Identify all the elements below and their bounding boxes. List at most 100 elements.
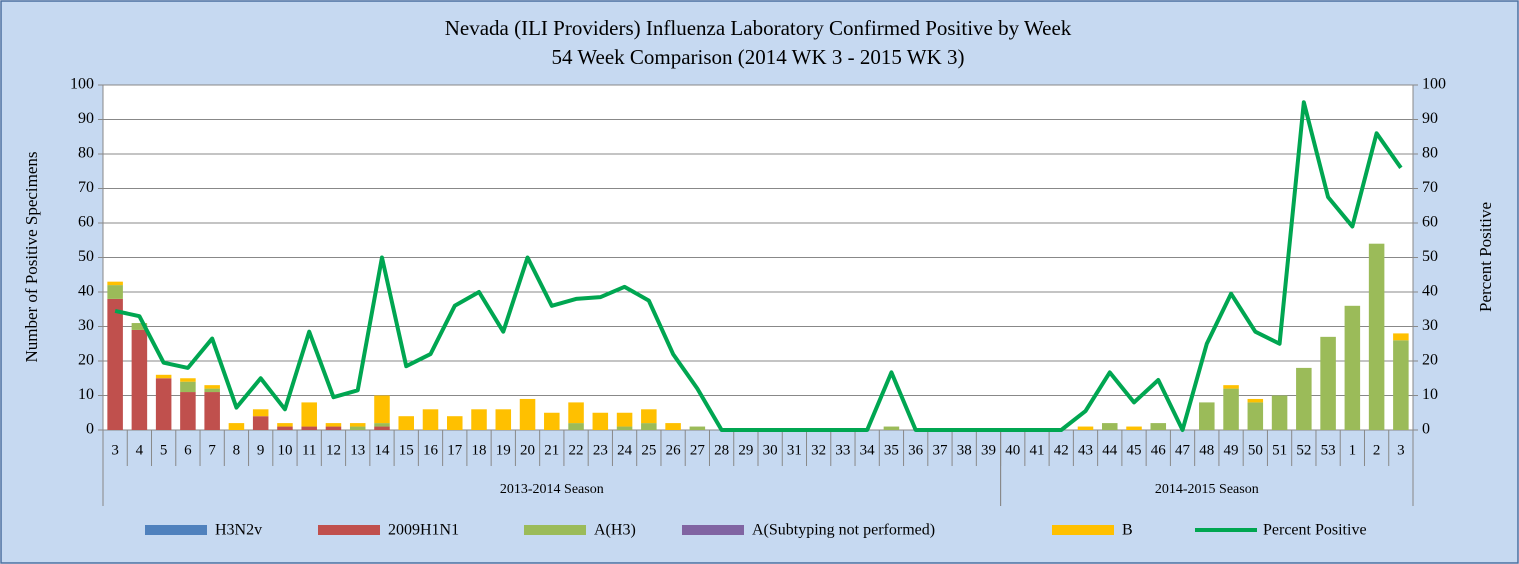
y2-tick-label: 80 — [1422, 145, 1438, 162]
x-tick-label: 34 — [860, 442, 876, 458]
bar — [568, 402, 584, 424]
bar — [107, 298, 123, 430]
bar — [155, 374, 172, 379]
x-tick-label: 33 — [835, 442, 850, 458]
bar — [204, 388, 220, 393]
bar — [1077, 426, 1094, 430]
bar — [1199, 402, 1215, 430]
bar — [592, 412, 609, 430]
y2-tick-label: 100 — [1422, 76, 1446, 93]
x-tick-label: 40 — [1005, 442, 1020, 458]
bar — [325, 426, 342, 430]
x-tick-label: 43 — [1078, 442, 1093, 458]
x-tick-label: 7 — [208, 442, 216, 458]
bar — [204, 385, 220, 389]
y-tick-label: 80 — [78, 145, 94, 162]
bar — [374, 426, 390, 430]
legend-label: H3N2v — [215, 522, 262, 539]
bar — [519, 398, 536, 430]
bar — [1344, 305, 1361, 430]
bar — [883, 426, 900, 430]
bar — [1271, 395, 1288, 430]
legend-label: A(H3) — [594, 522, 636, 539]
legend-label: Percent Positive — [1263, 522, 1367, 539]
x-tick-label: 47 — [1175, 442, 1191, 458]
x-tick-label: 8 — [233, 442, 241, 458]
bar — [349, 426, 366, 430]
bar — [252, 409, 269, 417]
x-tick-label: 31 — [787, 442, 802, 458]
x-tick-label: 6 — [184, 442, 192, 458]
bar — [641, 423, 657, 430]
bar — [471, 409, 487, 430]
x-tick-label: 23 — [593, 442, 608, 458]
bar — [301, 402, 317, 427]
x-tick-label: 46 — [1151, 442, 1167, 458]
x-tick-label: 9 — [257, 442, 265, 458]
y-tick-label: 50 — [78, 248, 94, 265]
bar — [1223, 385, 1239, 389]
bar — [374, 423, 390, 427]
x-tick-label: 44 — [1102, 442, 1118, 458]
bar — [398, 416, 415, 430]
x-tick-label: 19 — [496, 442, 511, 458]
bar — [349, 423, 366, 427]
x-tick-label: 20 — [520, 442, 535, 458]
bar — [568, 423, 584, 430]
x-tick-label: 11 — [302, 442, 316, 458]
x-tick-label: 26 — [666, 442, 682, 458]
bar — [228, 423, 245, 430]
y2-tick-label: 50 — [1422, 248, 1438, 265]
bar — [131, 323, 148, 330]
bar — [1101, 423, 1118, 430]
bar — [107, 281, 123, 286]
y2-axis-title: Percent Positive — [1476, 202, 1495, 312]
x-tick-label: 42 — [1054, 442, 1069, 458]
x-tick-label: 21 — [544, 442, 559, 458]
x-tick-label: 3 — [1397, 442, 1405, 458]
y2-tick-label: 90 — [1422, 110, 1438, 127]
bar — [446, 416, 463, 430]
x-tick-label: 28 — [714, 442, 729, 458]
x-tick-label: 50 — [1248, 442, 1263, 458]
x-tick-label: 14 — [374, 442, 390, 458]
x-tick-label: 17 — [447, 442, 463, 458]
y2-tick-label: 70 — [1422, 179, 1438, 196]
legend-swatch — [524, 525, 586, 535]
legend-label: 2009H1N1 — [388, 522, 459, 539]
bar — [616, 426, 633, 430]
bar — [665, 423, 681, 430]
x-tick-label: 48 — [1199, 442, 1214, 458]
y2-tick-label: 0 — [1422, 421, 1430, 438]
y2-tick-label: 30 — [1422, 317, 1438, 334]
x-tick-label: 16 — [423, 442, 439, 458]
x-tick-label: 25 — [641, 442, 656, 458]
y-axis-title: Number of Positive Specimens — [22, 151, 41, 362]
legend-label: A(Subtyping not performed) — [752, 522, 935, 539]
bar — [616, 412, 633, 427]
x-tick-label: 27 — [690, 442, 706, 458]
x-tick-label: 49 — [1224, 442, 1239, 458]
bar — [107, 285, 123, 299]
x-tick-label: 39 — [981, 442, 996, 458]
x-tick-label: 22 — [569, 442, 584, 458]
x-tick-label: 10 — [277, 442, 292, 458]
bar — [1296, 367, 1312, 430]
x-tick-label: 12 — [326, 442, 341, 458]
bar — [374, 395, 390, 424]
legend-swatch — [1052, 525, 1114, 535]
x-tick-label: 4 — [136, 442, 144, 458]
x-tick-label: 37 — [932, 442, 948, 458]
group-label: 2013-2014 Season — [500, 482, 604, 497]
bar — [1126, 426, 1142, 430]
x-tick-label: 24 — [617, 442, 633, 458]
x-tick-label: 51 — [1272, 442, 1287, 458]
y-tick-label: 30 — [78, 317, 94, 334]
bar — [204, 392, 220, 430]
x-tick-label: 18 — [472, 442, 487, 458]
x-tick-label: 38 — [957, 442, 972, 458]
bar — [277, 423, 293, 427]
group-label: 2014-2015 Season — [1155, 482, 1259, 497]
